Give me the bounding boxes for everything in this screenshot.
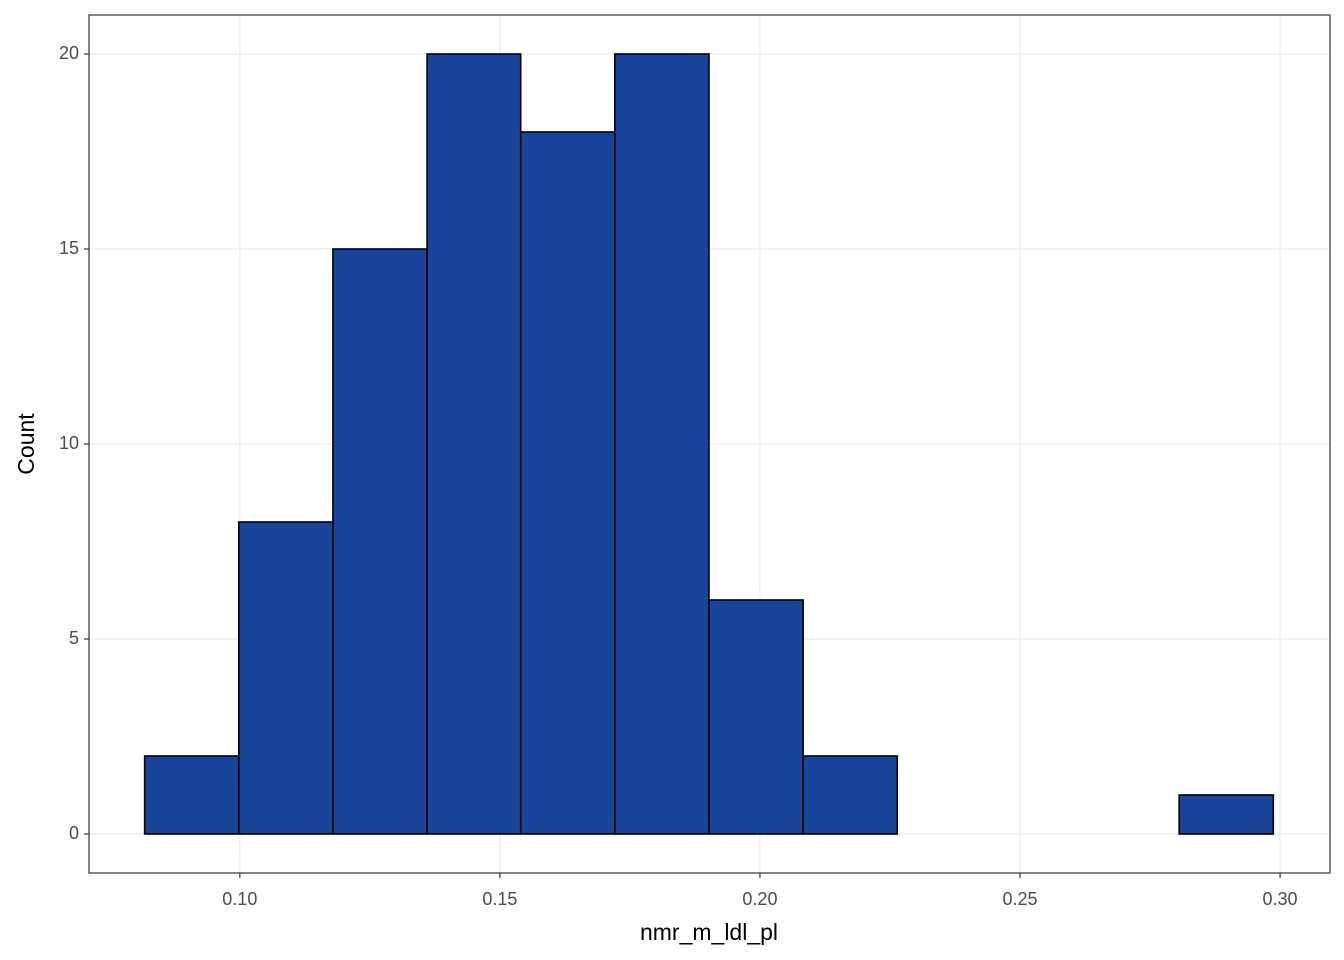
bar bbox=[426, 53, 522, 835]
bar bbox=[802, 755, 899, 835]
bar bbox=[708, 599, 804, 835]
y-tick-label: 20 bbox=[59, 43, 79, 63]
bar bbox=[237, 521, 334, 835]
bar bbox=[519, 131, 616, 835]
bar bbox=[143, 755, 240, 835]
x-tick-label: 0.25 bbox=[1002, 889, 1037, 909]
panel-border bbox=[88, 14, 1331, 874]
bar bbox=[332, 248, 428, 835]
bar bbox=[614, 53, 710, 835]
x-tick-label: 0.20 bbox=[742, 889, 777, 909]
x-tick-label: 0.30 bbox=[1263, 889, 1298, 909]
y-tick-label: 0 bbox=[69, 823, 79, 843]
y-tick-label: 5 bbox=[69, 628, 79, 648]
y-axis-title: Count bbox=[13, 413, 39, 475]
x-axis-title: nmr_m_ldl_pl bbox=[640, 919, 778, 945]
bar bbox=[1178, 794, 1275, 835]
x-tick-label: 0.15 bbox=[482, 889, 517, 909]
y-tick-label: 10 bbox=[59, 433, 79, 453]
x-tick-label: 0.10 bbox=[222, 889, 257, 909]
y-tick-label: 15 bbox=[59, 238, 79, 258]
